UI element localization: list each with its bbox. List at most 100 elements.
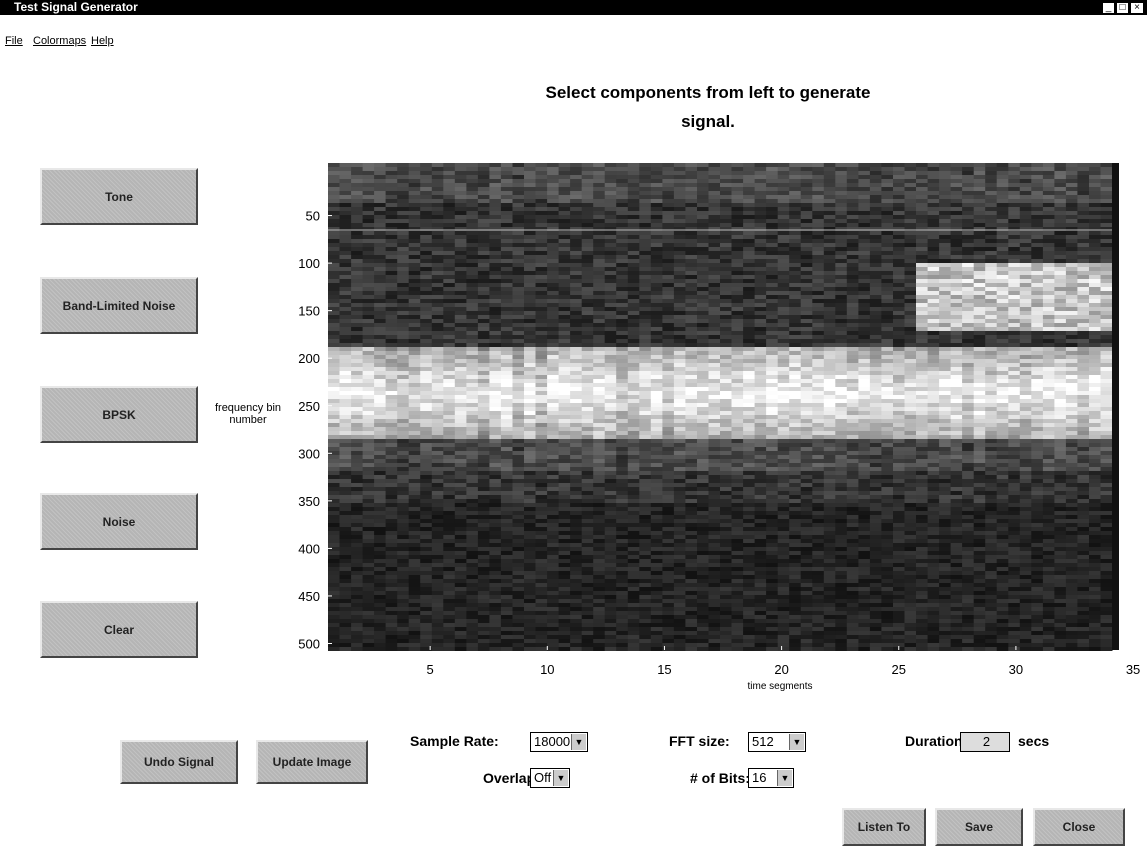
spectrogram-cell	[489, 247, 502, 251]
spectrogram-cell	[731, 335, 744, 339]
component-button[interactable]: Band-Limited Noise	[40, 277, 198, 334]
spectrogram-cell	[720, 191, 732, 195]
spectrogram-cell	[351, 579, 364, 583]
spectrogram-cell	[743, 475, 756, 479]
spectrogram-cell	[500, 359, 513, 363]
spectrogram-cell	[766, 203, 779, 207]
spectrogram-cell	[616, 435, 629, 439]
spectrogram-cell	[604, 291, 617, 295]
spectrogram-cell	[547, 331, 560, 335]
spectrogram-cell	[627, 563, 640, 567]
spectrogram-cell	[570, 363, 583, 367]
spectrogram-cell	[708, 299, 721, 303]
spectrogram-cell	[535, 511, 548, 515]
spectrogram-cell	[627, 415, 640, 419]
spectrogram-cell	[547, 579, 560, 583]
spectrogram-cell	[789, 471, 802, 475]
spectrogram-cell	[558, 267, 571, 271]
spectrogram-cell	[581, 627, 594, 631]
spectrogram-cell	[362, 227, 375, 231]
spectrogram-cell	[777, 459, 790, 463]
spectrogram-cell	[766, 219, 779, 223]
spectrogram-cell	[604, 455, 617, 459]
spectrogram-cell	[627, 411, 640, 415]
spectrogram-cell	[581, 591, 594, 595]
spectrogram-cell	[431, 227, 444, 231]
minimize-button[interactable]: _	[1102, 2, 1115, 14]
spectrogram-cell	[754, 371, 767, 375]
spectrogram-cell	[685, 639, 698, 643]
component-button[interactable]: Tone	[40, 168, 198, 225]
spectrogram-cell	[777, 647, 790, 651]
spectrogram-cell	[731, 351, 744, 355]
spectrogram-cell	[789, 359, 802, 363]
spectrogram-cell	[477, 627, 490, 631]
spectrogram-cell	[454, 227, 467, 231]
spectrogram-cell	[593, 571, 606, 575]
spectrogram-cell	[720, 619, 732, 623]
spectrogram-cell	[362, 355, 375, 359]
spectrogram-cell	[743, 587, 756, 591]
spectrogram-cell	[743, 643, 756, 647]
spectrogram-cell	[720, 235, 732, 239]
spectrogram-cell	[500, 495, 513, 499]
spectrogram-cell	[581, 339, 594, 343]
spectrogram-cell	[500, 531, 513, 535]
menu-item[interactable]: Colormaps	[33, 35, 87, 47]
spectrogram-cell	[731, 175, 744, 179]
spectrogram-cell	[385, 623, 398, 627]
spectrogram-cell	[408, 263, 421, 267]
spectrogram-cell	[489, 511, 502, 515]
spectrogram-cell	[351, 383, 364, 387]
spectrogram-cell	[489, 483, 502, 487]
spectrogram-cell	[524, 163, 536, 167]
spectrogram-cell	[420, 471, 433, 475]
spectrogram-cell	[374, 555, 387, 559]
component-button[interactable]: Clear	[40, 601, 198, 658]
component-button[interactable]: Noise	[40, 493, 198, 550]
spectrogram-cell	[777, 423, 790, 427]
spectrogram-cell	[524, 403, 536, 407]
spectrogram-cell	[339, 515, 352, 519]
spectrogram-cell	[593, 615, 606, 619]
spectrogram-cell	[408, 239, 421, 243]
spectrogram-cell	[385, 563, 398, 567]
spectrogram-cell	[558, 335, 571, 339]
spectrogram-cell	[673, 415, 686, 419]
spectrogram-cell	[466, 351, 479, 355]
spectrogram-cell	[604, 463, 617, 467]
spectrogram-cell	[454, 263, 467, 267]
spectrogram-cell	[466, 615, 479, 619]
spectrogram-cell	[351, 287, 364, 291]
spectrogram-cell	[374, 423, 387, 427]
spectrogram-cell	[581, 391, 594, 395]
spectrogram-cell	[685, 223, 698, 227]
component-button[interactable]: BPSK	[40, 386, 198, 443]
spectrogram-cell	[328, 495, 340, 499]
spectrogram-cell	[639, 295, 652, 299]
spectrogram-cell	[720, 395, 732, 399]
spectrogram-cell	[489, 307, 502, 311]
spectrogram-cell	[420, 363, 433, 367]
spectrogram-cell	[362, 635, 375, 639]
menu-item[interactable]: File	[5, 35, 23, 47]
maximize-button[interactable]: □	[1116, 2, 1129, 14]
spectrogram-cell	[351, 599, 364, 603]
spectrogram-cell	[639, 603, 652, 607]
spectrogram-cell	[708, 371, 721, 375]
spectrogram-cell	[616, 415, 629, 419]
spectrogram-cell	[789, 371, 802, 375]
spectrogram-cell	[754, 275, 767, 279]
spectrogram-cell	[408, 531, 421, 535]
spectrogram-cell	[708, 235, 721, 239]
spectrogram-cell	[754, 619, 767, 623]
close-window-button[interactable]: ×	[1130, 2, 1144, 14]
spectrogram-cell	[570, 419, 583, 423]
spectrogram-cell	[777, 603, 790, 607]
menu-item[interactable]: Help	[91, 35, 114, 47]
spectrogram-cell	[731, 571, 744, 575]
spectrogram-cell	[570, 507, 583, 511]
spectrogram-cell	[604, 547, 617, 551]
spectrogram-cell	[789, 339, 802, 343]
spectrogram-cell	[789, 351, 802, 355]
